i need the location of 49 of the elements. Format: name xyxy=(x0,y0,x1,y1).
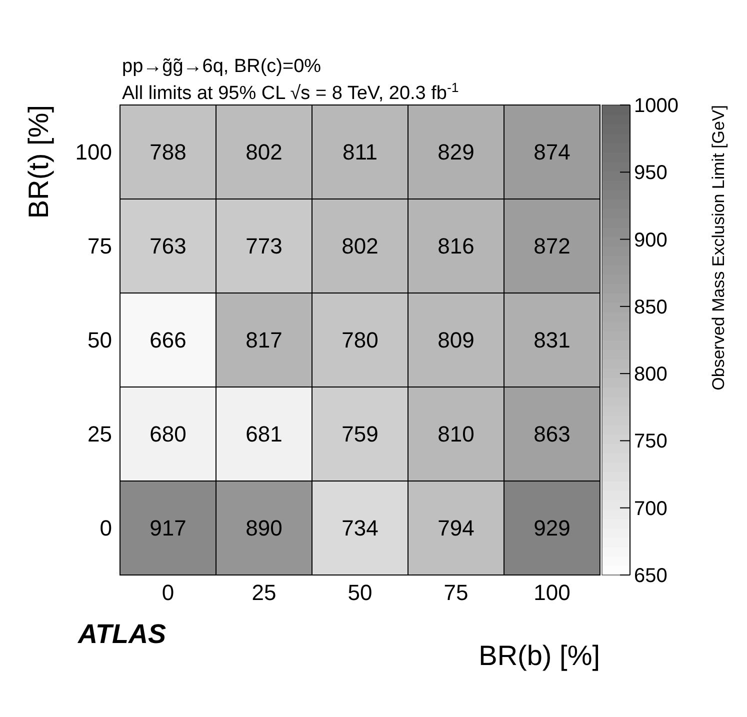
color-bar-label: 750 xyxy=(634,430,668,453)
data-label: 802 xyxy=(342,234,378,259)
data-label: 872 xyxy=(534,234,570,259)
data-label: 802 xyxy=(246,140,282,165)
color-bar-label: 1000 xyxy=(634,95,678,117)
x-axis-title: BR(b) [%] xyxy=(478,640,600,671)
data-label: 811 xyxy=(342,140,378,165)
y-axis-title: BR(t) [%] xyxy=(23,105,54,219)
color-bar-title: Observed Mass Exclusion Limit [GeV] xyxy=(709,105,728,390)
y-tick-label: 25 xyxy=(88,422,112,447)
y-tick-label: 50 xyxy=(88,328,112,353)
data-label: 794 xyxy=(438,516,474,541)
color-bar-label: 650 xyxy=(634,565,668,587)
y-tick-label: 75 xyxy=(88,234,112,259)
data-label: 829 xyxy=(438,140,474,165)
data-label: 666 xyxy=(150,328,186,353)
x-tick-label: 0 xyxy=(162,580,174,605)
x-tick-label: 100 xyxy=(534,580,570,605)
data-label: 809 xyxy=(438,328,474,353)
data-label: 890 xyxy=(246,516,282,541)
data-label: 917 xyxy=(150,516,186,541)
data-label: 929 xyxy=(534,516,570,541)
x-tick-label: 50 xyxy=(348,580,372,605)
text: ATLAS xyxy=(77,619,166,649)
y-tick-label: 0 xyxy=(100,516,112,541)
x-tick-label: 25 xyxy=(252,580,276,605)
color-bar-label: 850 xyxy=(634,296,668,318)
color-bar-label: 900 xyxy=(634,229,668,252)
data-label: 831 xyxy=(534,328,570,353)
color-bar-label: 700 xyxy=(634,498,668,520)
chart-title: pp→g̃g̃→6q, BR(c)=0% xyxy=(122,56,322,77)
data-label: 810 xyxy=(438,422,474,447)
x-tick-label: 75 xyxy=(444,580,468,605)
data-label: 780 xyxy=(342,328,378,353)
data-label: 817 xyxy=(246,328,282,353)
color-bar-label: 950 xyxy=(634,162,668,184)
data-label: 680 xyxy=(150,422,186,447)
chart-subtitle: All limits at 95% CL √s = 8 TeV, 20.3 fb$^{-1}$ xyxy=(122,80,459,104)
data-label: 863 xyxy=(534,422,570,447)
data-label: 734 xyxy=(342,516,378,541)
color-bar-label: 800 xyxy=(634,364,668,386)
data-label: 816 xyxy=(438,234,474,259)
data-label: 773 xyxy=(246,234,282,259)
data-label: 763 xyxy=(150,234,186,259)
data-label: 788 xyxy=(150,140,186,165)
data-label: 681 xyxy=(246,422,282,447)
data-label: 759 xyxy=(342,422,378,447)
data-label: 874 xyxy=(534,140,570,165)
y-tick-label: 100 xyxy=(75,140,112,165)
